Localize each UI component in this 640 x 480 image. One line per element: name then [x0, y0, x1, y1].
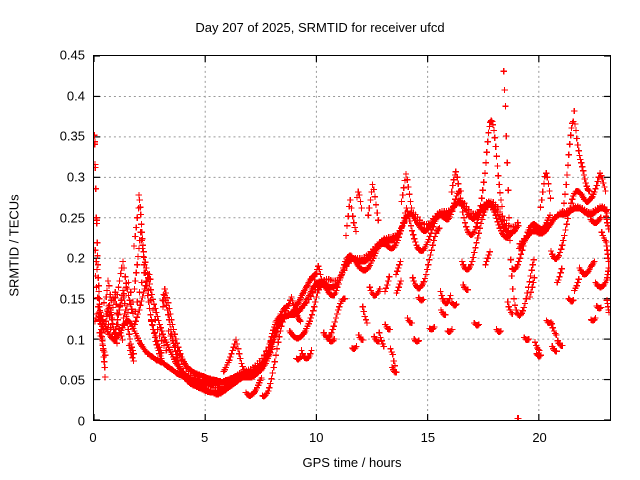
y-tick-label: 0.15: [59, 291, 85, 307]
x-axis-label: GPS time / hours: [302, 455, 402, 470]
y-tick-label: 0.3: [66, 169, 85, 185]
plot-area: [93, 55, 611, 421]
y-tick-label: 0.4: [66, 88, 85, 104]
y-tick-label: 0.35: [59, 128, 85, 144]
x-tick-label: 10: [309, 430, 324, 445]
x-tick-label: 0: [89, 430, 97, 445]
x-tick-label: 20: [532, 430, 547, 445]
y-tick-label: 0.1: [66, 332, 85, 348]
y-tick-label: 0.25: [59, 210, 85, 226]
y-tick-label: 0.2: [66, 250, 85, 266]
y-tick-label: 0.45: [59, 47, 85, 63]
y-tick-label: 0: [77, 413, 85, 429]
x-tick-label: 15: [420, 430, 436, 445]
data-point-marker: [94, 68, 610, 420]
x-tick-label: 5: [201, 430, 209, 445]
y-tick-label: 0.05: [59, 372, 85, 388]
chart-title: Day 207 of 2025, SRMTID for receiver ufc…: [195, 20, 445, 35]
scatter-points: [94, 68, 610, 420]
